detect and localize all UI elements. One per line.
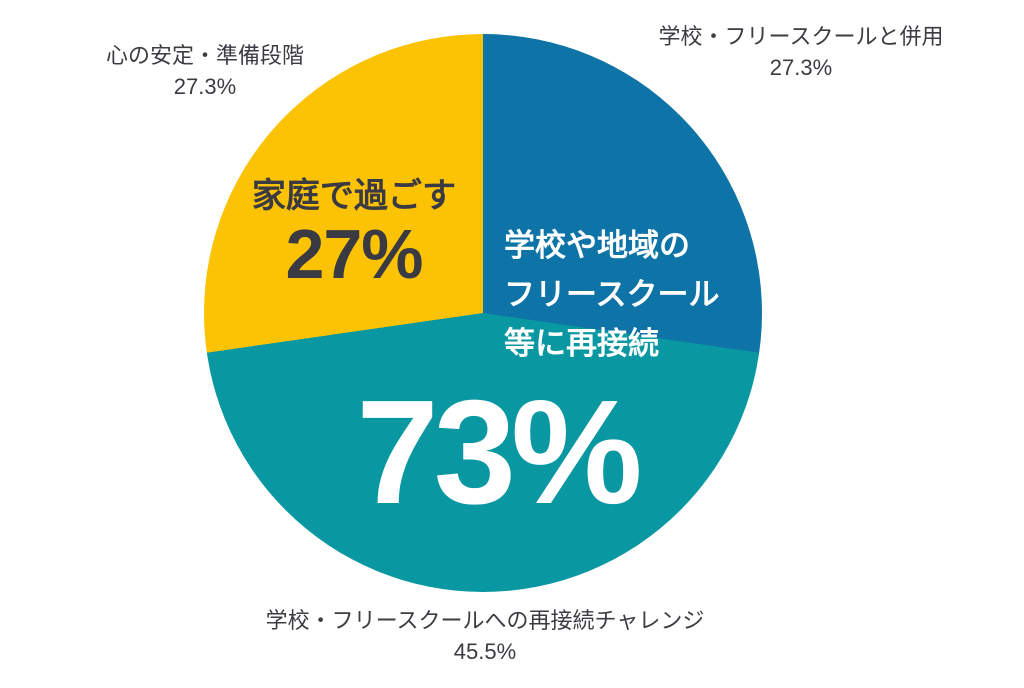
slice-label-reconnect-challenge-pct: 45.5% <box>453 639 517 664</box>
slice-label-combined-use-pct: 27.3% <box>769 55 833 80</box>
annotation-reconnect: 学校や地域の フリースクール 等に再接続 <box>504 221 719 368</box>
slice-label-mental-stability-pct: 27.3% <box>173 74 237 99</box>
annotation-reconnect-percent: 73% <box>356 370 642 535</box>
annotation-stay-home-percent: 27% <box>285 215 423 293</box>
annotation-stay-home-text: 家庭で過ごす <box>251 177 457 215</box>
slice-label-combined-use: 学校・フリースクールと併用 27.3% <box>659 21 944 83</box>
pie-circle <box>204 34 762 592</box>
slice-label-reconnect-challenge: 学校・フリースクールへの再接続チャレンジ 45.5% <box>266 605 705 667</box>
annotation-reconnect-line3: 等に再接続 <box>504 326 659 361</box>
slice-label-mental-stability: 心の安定・準備段階 27.3% <box>106 40 304 102</box>
slice-label-combined-use-text: 学校・フリースクールと併用 <box>658 24 944 49</box>
annotation-reconnect-line2: フリースクール <box>504 277 720 312</box>
slice-label-reconnect-challenge-text: 学校・フリースクールへの再接続チャレンジ <box>265 608 705 633</box>
annotation-stay-home: 家庭で過ごす 27% <box>251 175 457 293</box>
slice-label-mental-stability-text: 心の安定・準備段階 <box>105 43 305 68</box>
annotation-reconnect-line1: 学校や地域の <box>504 228 690 263</box>
